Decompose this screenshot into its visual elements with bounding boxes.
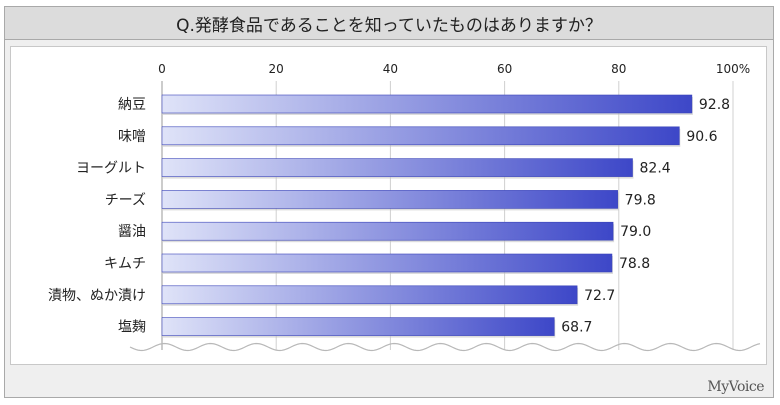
bar [161,285,578,305]
bar [161,221,614,241]
grid-lines [161,81,734,350]
x-tick-label: 0 [158,62,166,76]
axis-break-wave [129,342,761,352]
bar [161,253,613,273]
value-label: 79.0 [620,224,651,240]
category-label: キムチ [104,256,146,272]
value-labels: 92.8 90.6 82.4 79.8 79.0 78.872.7 68.7 [561,97,730,336]
category-label: 味噌 [118,129,146,145]
chart-title: Q.発酵食品であることを知っていたものはありますか？ [4,6,774,40]
x-tick-label: 100% [716,62,750,76]
value-label: 72.7 [584,288,615,304]
myvoice-logo: MyVoice [707,379,764,395]
category-label: 納豆 [118,97,146,113]
x-tick-label: 60 [497,62,512,76]
category-label: 漬物、ぬか漬け [48,288,146,304]
value-label: 78.8 [619,256,650,272]
category-label: 塩麹 [118,319,146,336]
x-tick-label: 20 [269,62,284,76]
category-label: チーズ [105,192,146,208]
value-label: 92.8 [699,97,730,113]
bar [161,158,633,177]
bars [161,94,693,338]
x-tick-label: 40 [383,62,398,76]
value-label: 90.6 [686,129,717,145]
bar [161,317,555,336]
category-label: 醤油 [118,224,146,240]
value-label: 68.7 [561,320,592,336]
bar [161,94,693,114]
bar [161,126,680,146]
x-tick-label: 80 [611,62,626,76]
bar [161,190,618,209]
value-label: 82.4 [640,161,671,177]
category-label: ヨーグルト [76,161,146,177]
x-axis-ticks: 0 20 40 60 80 100% [158,62,750,76]
value-label: 79.8 [625,192,656,208]
